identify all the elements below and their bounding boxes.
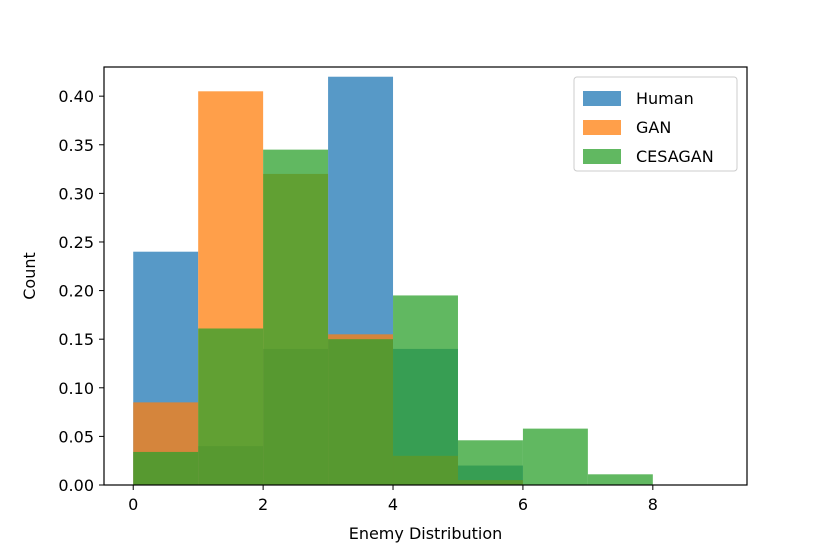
x-tick-label: 6 bbox=[518, 495, 528, 514]
bar-cesagan-bin-3 bbox=[328, 339, 394, 485]
y-tick-label: 0.35 bbox=[58, 136, 94, 155]
y-tick-label: 0.25 bbox=[58, 233, 94, 252]
bar-cesagan-bin-5 bbox=[457, 440, 523, 485]
x-axis-title: Enemy Distribution bbox=[349, 524, 503, 543]
x-axis: 0 2 4 6 8 bbox=[128, 485, 658, 514]
legend: Human GAN CESAGAN bbox=[573, 76, 738, 172]
plot-frame bbox=[103, 66, 748, 486]
legend-swatch-gan bbox=[583, 120, 621, 135]
y-axis: 0.00 0.05 0.10 0.15 0.20 0.25 0.30 0.35 0.40 bbox=[58, 87, 104, 495]
legend-swatch-human bbox=[583, 91, 621, 106]
x-tick-label: 0 bbox=[128, 495, 138, 514]
bar-cesagan-bin-0 bbox=[133, 451, 199, 485]
legend-swatch-cesagan bbox=[583, 149, 621, 164]
bar-cesagan-bin-7 bbox=[587, 474, 653, 485]
y-tick-label: 0.30 bbox=[58, 184, 94, 203]
bar-cesagan-bin-4 bbox=[393, 295, 458, 485]
series-cesagan bbox=[133, 149, 653, 485]
bars-layer bbox=[133, 76, 653, 486]
x-tick-label: 4 bbox=[388, 495, 398, 514]
legend-label-human: Human bbox=[636, 89, 694, 108]
y-tick-label: 0.15 bbox=[58, 330, 94, 349]
x-tick-label: 8 bbox=[648, 495, 658, 514]
x-tick-label: 2 bbox=[258, 495, 268, 514]
y-tick-label: 0.10 bbox=[58, 379, 94, 398]
bar-cesagan-bin-6 bbox=[522, 428, 588, 485]
y-tick-label: 0.05 bbox=[58, 427, 94, 446]
y-tick-label: 0.20 bbox=[58, 282, 94, 301]
bar-cesagan-bin-1 bbox=[198, 328, 264, 485]
y-axis-title: Count bbox=[20, 252, 39, 300]
y-tick-label: 0.40 bbox=[58, 87, 94, 106]
bar-cesagan-bin-2 bbox=[263, 149, 329, 485]
legend-label-cesagan: CESAGAN bbox=[636, 147, 714, 166]
y-tick-label: 0.00 bbox=[58, 476, 94, 495]
legend-label-gan: GAN bbox=[636, 118, 671, 137]
